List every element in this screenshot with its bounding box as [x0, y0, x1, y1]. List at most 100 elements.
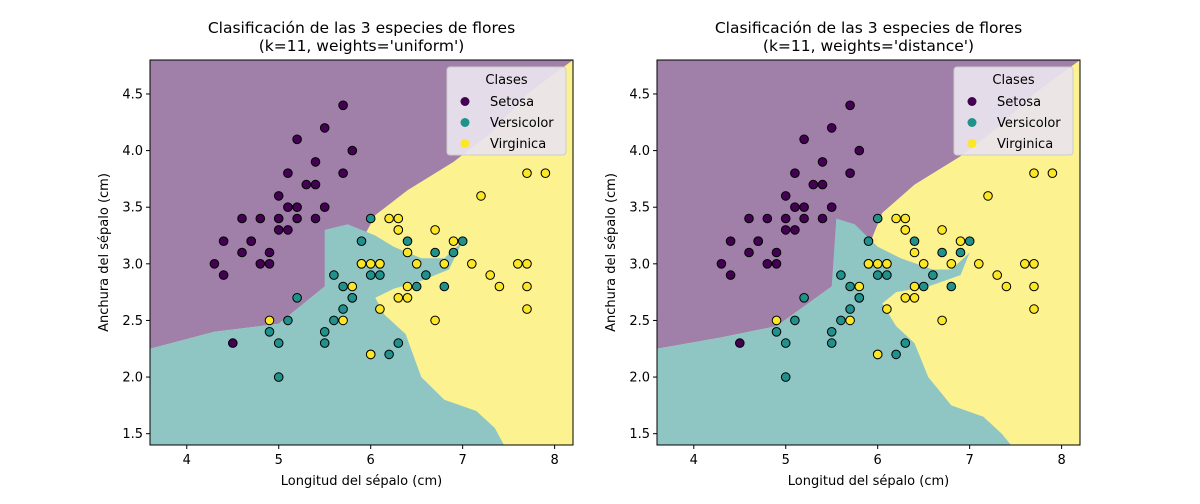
data-point-setosa: [264, 259, 275, 269]
data-point-setosa: [799, 213, 809, 224]
data-point-virginica: [882, 259, 892, 269]
data-point-versicolor: [411, 281, 422, 292]
data-point-virginica: [891, 213, 901, 224]
y-tick-label: 2.5: [122, 314, 143, 329]
data-point-virginica: [909, 247, 920, 258]
data-point-virginica: [1001, 281, 1012, 292]
data-point-versicolor: [790, 315, 800, 326]
y-axis-label: Anchura del sépalo (cm): [97, 173, 112, 332]
data-point-virginica: [375, 304, 385, 314]
data-point-setosa: [771, 247, 782, 258]
legend-marker-setosa: [967, 97, 977, 106]
y-tick-label: 4.5: [629, 87, 650, 102]
data-point-versicolor: [955, 247, 966, 258]
data-point-versicolor: [338, 281, 348, 292]
y-tick-label: 1.5: [629, 427, 650, 442]
data-point-setosa: [762, 259, 773, 269]
data-point-versicolor: [845, 304, 855, 314]
data-point-setosa: [762, 213, 773, 224]
data-point-setosa: [347, 145, 358, 156]
data-point-virginica: [955, 236, 966, 246]
x-tick-label: 6: [367, 453, 375, 468]
data-point-setosa: [725, 270, 736, 280]
data-point-virginica: [983, 191, 993, 201]
data-point-versicolor: [891, 349, 901, 360]
data-point-versicolor: [909, 236, 920, 246]
y-tick-label: 3.5: [629, 201, 650, 216]
right-chart: 4 5 6 7 8 1.5 2.0 2.5 3.0 3.5 4.0 4.5 Longitud del s…: [604, 19, 1081, 489]
data-point-virginica: [872, 349, 883, 360]
data-point-versicolor: [430, 247, 440, 258]
data-point-virginica: [356, 259, 367, 269]
x-tick-label: 8: [1057, 453, 1065, 468]
legend-marker-setosa: [460, 97, 470, 106]
data-point-setosa: [246, 236, 256, 246]
data-point-virginica: [522, 281, 532, 292]
data-point-versicolor: [854, 293, 865, 303]
data-point-versicolor: [872, 270, 883, 280]
data-point-setosa: [845, 100, 855, 111]
data-point-virginica: [1020, 259, 1030, 269]
data-point-setosa: [273, 213, 284, 224]
y-tick-label: 2.0: [122, 371, 143, 386]
x-tick-label: 4: [183, 453, 191, 468]
x-axis-label: Longitud del sépalo (cm): [281, 474, 442, 489]
legend-marker-versicolor: [460, 118, 470, 127]
data-point-setosa: [292, 202, 302, 212]
legend-entry-versicolor: Versicolor: [490, 116, 554, 131]
data-point-setosa: [826, 123, 837, 133]
data-point-setosa: [790, 225, 800, 235]
title-line: (k=11, weights='uniform'): [259, 37, 465, 55]
data-point-setosa: [255, 213, 266, 224]
data-point-setosa: [799, 202, 809, 212]
legend-box: [446, 66, 567, 156]
data-point-setosa: [744, 247, 754, 258]
legend: Clases Setosa Versicolor Virginica: [446, 66, 567, 156]
data-point-versicolor: [319, 327, 330, 337]
data-point-virginica: [992, 270, 1003, 280]
data-point-virginica: [771, 315, 782, 326]
y-tick-label: 4.0: [629, 144, 650, 159]
y-tick-label: 3.0: [122, 257, 143, 272]
x-tick-label: 4: [690, 453, 698, 468]
data-point-setosa: [218, 236, 229, 246]
data-point-setosa: [790, 168, 800, 178]
data-point-virginica: [476, 191, 486, 201]
data-point-virginica: [365, 259, 376, 269]
data-point-setosa: [780, 191, 791, 201]
data-point-setosa: [780, 213, 791, 224]
y-tick-label: 2.0: [629, 371, 650, 386]
y-tick-label: 3.5: [122, 201, 143, 216]
data-point-virginica: [485, 270, 496, 280]
data-point-setosa: [237, 213, 247, 224]
data-point-versicolor: [329, 270, 339, 280]
data-point-setosa: [854, 145, 865, 156]
data-point-versicolor: [937, 247, 947, 258]
data-point-versicolor: [347, 293, 358, 303]
data-point-virginica: [522, 259, 532, 269]
data-point-setosa: [310, 179, 321, 190]
data-point-virginica: [365, 349, 376, 360]
legend-marker-versicolor: [967, 118, 977, 127]
data-point-versicolor: [273, 372, 284, 382]
data-point-virginica: [1029, 281, 1039, 292]
data-point-setosa: [292, 213, 302, 224]
chart-title: Clasificación de las 3 especies de flore…: [715, 19, 1022, 55]
data-point-versicolor: [365, 213, 376, 224]
data-point-versicolor: [365, 270, 376, 280]
data-point-versicolor: [780, 372, 791, 382]
data-point-setosa: [273, 225, 284, 235]
data-point-virginica: [882, 304, 892, 314]
data-point-setosa: [209, 259, 220, 269]
data-point-versicolor: [826, 327, 837, 337]
data-point-setosa: [255, 259, 266, 269]
y-tick-label: 2.5: [629, 314, 650, 329]
data-point-versicolor: [439, 281, 450, 292]
data-point-versicolor: [836, 315, 846, 326]
data-point-setosa: [283, 202, 293, 212]
data-point-virginica: [448, 236, 459, 246]
data-point-versicolor: [356, 236, 367, 246]
data-point-virginica: [384, 213, 394, 224]
data-point-versicolor: [384, 349, 394, 360]
